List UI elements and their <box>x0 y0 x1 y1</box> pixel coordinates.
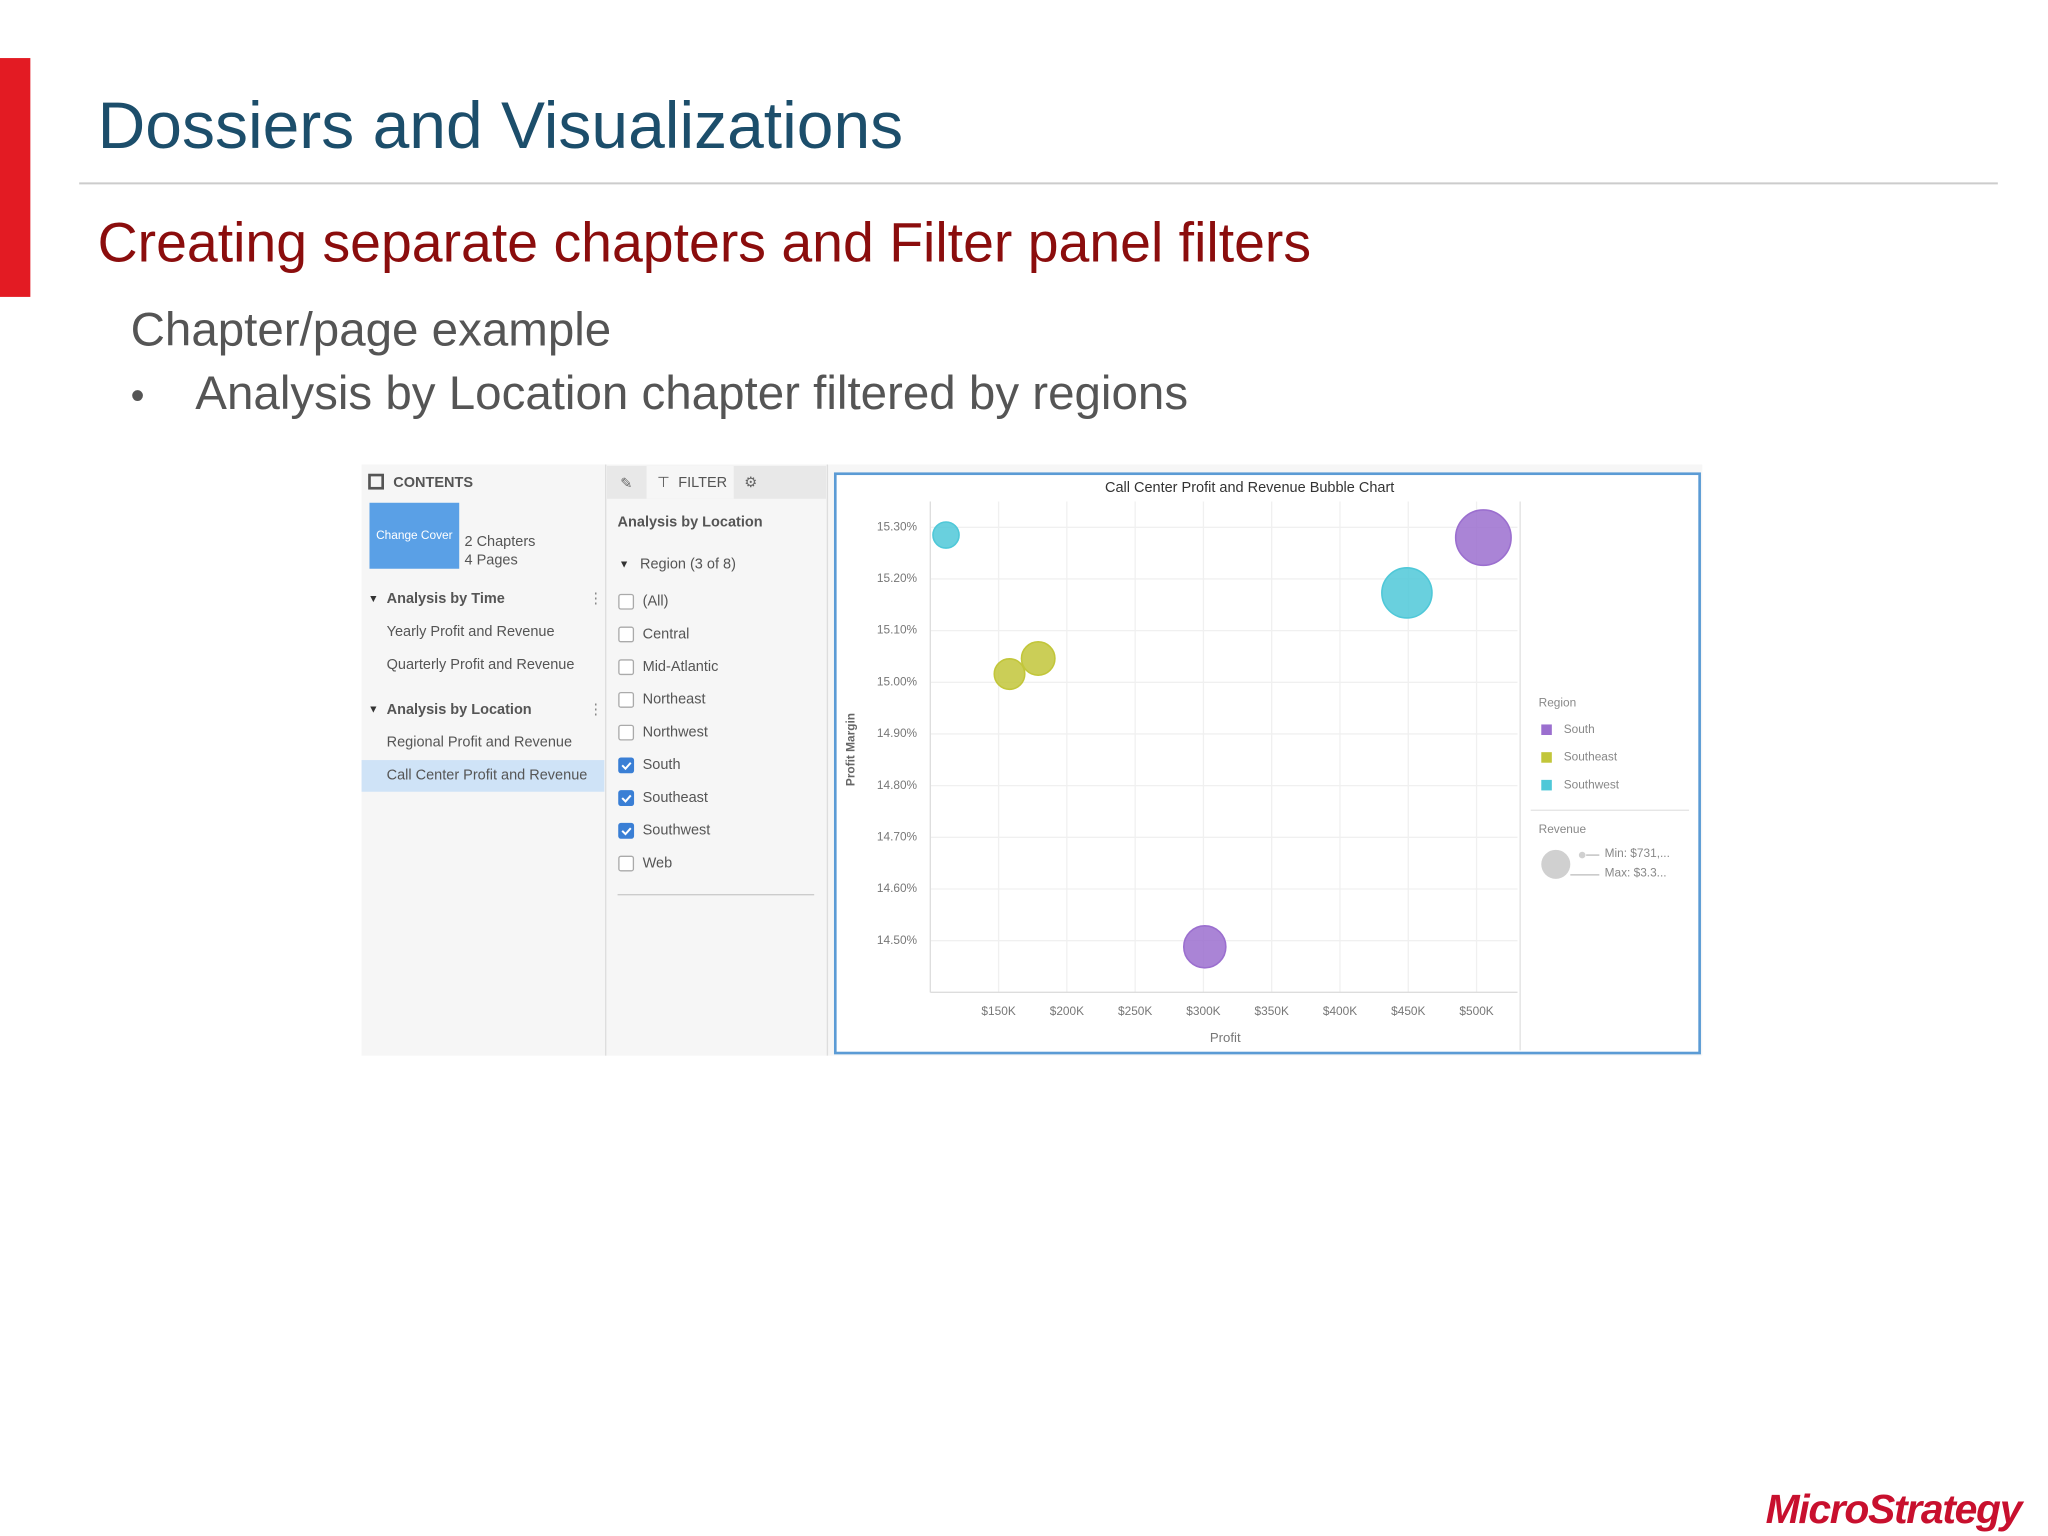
page-name[interactable]: Call Center Profit and Revenue <box>387 768 588 784</box>
filter-item[interactable]: Southeast <box>643 790 708 806</box>
filter-item[interactable]: Web <box>643 855 673 871</box>
chapter-name[interactable]: Analysis by Location <box>387 702 532 718</box>
chart-title: Call Center Profit and Revenue Bubble Ch… <box>1105 480 1394 496</box>
filter-item[interactable]: South <box>643 757 681 773</box>
size-legend-min <box>1578 851 1586 859</box>
checkbox[interactable] <box>618 724 635 741</box>
filter-item[interactable]: Southwest <box>643 823 711 839</box>
expand-icon[interactable]: ▼ <box>619 559 629 571</box>
legend-swatch[interactable] <box>1541 752 1552 763</box>
contents-header: CONTENTS <box>393 475 473 491</box>
y-tick-label: 15.10% <box>877 623 918 637</box>
bullet-text: Analysis by Location chapter filtered by… <box>195 367 1188 420</box>
checkbox-checked[interactable] <box>618 790 635 807</box>
x-tick-label: $500K <box>1459 1004 1493 1018</box>
filter-list: (All) Central Mid-Atlantic Northeast Northwe… <box>618 593 719 872</box>
y-tick-label: 14.80% <box>877 778 918 792</box>
legend-title: Region <box>1539 695 1577 709</box>
cover-info: 2 Chapters <box>464 534 535 550</box>
y-tick-label: 14.90% <box>877 726 918 740</box>
settings-icon[interactable]: ⚙ <box>744 475 757 491</box>
bubble[interactable] <box>1381 567 1433 619</box>
legend-swatch[interactable] <box>1541 779 1552 791</box>
page-name[interactable]: Regional Profit and Revenue <box>387 735 572 751</box>
x-tick-label: $150K <box>981 1004 1015 1018</box>
expand-icon[interactable]: ▼ <box>368 593 378 605</box>
bubble[interactable] <box>932 521 960 549</box>
filter-item[interactable]: Central <box>643 626 690 642</box>
slide-title: Dossiers and Visualizations <box>98 88 903 162</box>
check-mark <box>621 827 632 836</box>
legend-label[interactable]: Southeast <box>1564 750 1618 764</box>
checkbox[interactable] <box>618 626 635 643</box>
size-legend-max <box>1541 849 1571 879</box>
size-legend-title: Revenue <box>1539 822 1587 836</box>
accent-bar <box>0 58 31 297</box>
more-icon[interactable]: ⋮ <box>589 702 604 718</box>
legend-label[interactable]: Southwest <box>1564 777 1620 791</box>
y-tick-label: 14.70% <box>877 829 918 843</box>
x-tick-label: $400K <box>1323 1004 1357 1018</box>
filter-name[interactable]: Region (3 of 8) <box>640 557 736 573</box>
y-tick-label: 15.30% <box>877 519 918 533</box>
x-tick-label: $300K <box>1186 1004 1220 1018</box>
bubble[interactable] <box>1020 641 1056 677</box>
more-icon[interactable]: ⋮ <box>589 591 604 607</box>
checkbox[interactable] <box>618 593 635 610</box>
legend-swatch[interactable] <box>1541 724 1552 736</box>
checkbox[interactable] <box>618 855 635 872</box>
contents-list: ▼ Analysis by Time ⋮ Yearly Profit and Reve… <box>361 591 605 792</box>
bubble[interactable] <box>993 657 1026 691</box>
page-name[interactable]: Yearly Profit and Revenue <box>387 624 555 640</box>
size-legend-min-label: Min: $731,... <box>1605 846 1670 860</box>
check-mark <box>621 794 632 803</box>
selected-page-bg <box>361 760 605 792</box>
cover-info: 4 Pages <box>464 553 517 569</box>
x-tick-label: $200K <box>1050 1004 1084 1018</box>
filter-tab[interactable]: FILTER <box>678 475 727 491</box>
expand-icon[interactable]: ▼ <box>368 704 378 716</box>
x-tick-label: $450K <box>1391 1004 1425 1018</box>
filter-chapter: Analysis by Location <box>618 514 763 530</box>
y-tick-label: 15.00% <box>877 674 918 688</box>
checkbox-checked[interactable] <box>618 757 635 774</box>
checkbox-checked[interactable] <box>618 822 635 839</box>
y-axis-label: Profit Margin <box>843 713 857 786</box>
x-tick-label: $250K <box>1118 1004 1152 1018</box>
filter-item[interactable]: Northwest <box>643 724 708 740</box>
bullet-dot: • <box>131 374 145 418</box>
checkbox[interactable] <box>618 691 635 708</box>
body-heading: Chapter/page example <box>131 304 612 357</box>
bubble[interactable] <box>1182 925 1227 969</box>
check-mark <box>621 762 632 771</box>
cover-thumbnail[interactable] <box>369 502 460 569</box>
chapter-name[interactable]: Analysis by Time <box>387 591 505 607</box>
legend-label[interactable]: South <box>1564 722 1595 736</box>
filter-icon: ⊤ <box>657 475 670 491</box>
checkbox[interactable] <box>618 659 635 676</box>
edit-icon[interactable]: ✎ <box>620 476 632 492</box>
chart-frame <box>833 472 1701 1055</box>
filter-item[interactable]: Northeast <box>643 692 706 708</box>
filter-item[interactable]: (All) <box>643 594 669 610</box>
slide-subtitle: Creating separate chapters and Filter pa… <box>98 211 1311 273</box>
cover-label[interactable]: Change Cover <box>376 528 453 542</box>
chart: 14.50% 14.60% 14.70% 14.80% 14.90% 15.00% 15.1… <box>843 501 1690 1045</box>
y-tick-label: 14.50% <box>877 933 918 947</box>
logo: MicroStrategy <box>1766 1486 2025 1532</box>
size-legend-max-label: Max: $3.3... <box>1605 866 1667 880</box>
page-name[interactable]: Quarterly Profit and Revenue <box>387 657 575 673</box>
contents-icon <box>368 473 384 490</box>
y-tick-label: 14.60% <box>877 881 918 895</box>
x-axis-label: Profit <box>1210 1030 1241 1045</box>
bubble[interactable] <box>1454 509 1512 567</box>
y-tick-label: 15.20% <box>877 571 918 585</box>
filter-item[interactable]: Mid-Atlantic <box>643 659 719 675</box>
x-tick-label: $350K <box>1255 1004 1289 1018</box>
filter-tab-active[interactable] <box>646 465 734 499</box>
